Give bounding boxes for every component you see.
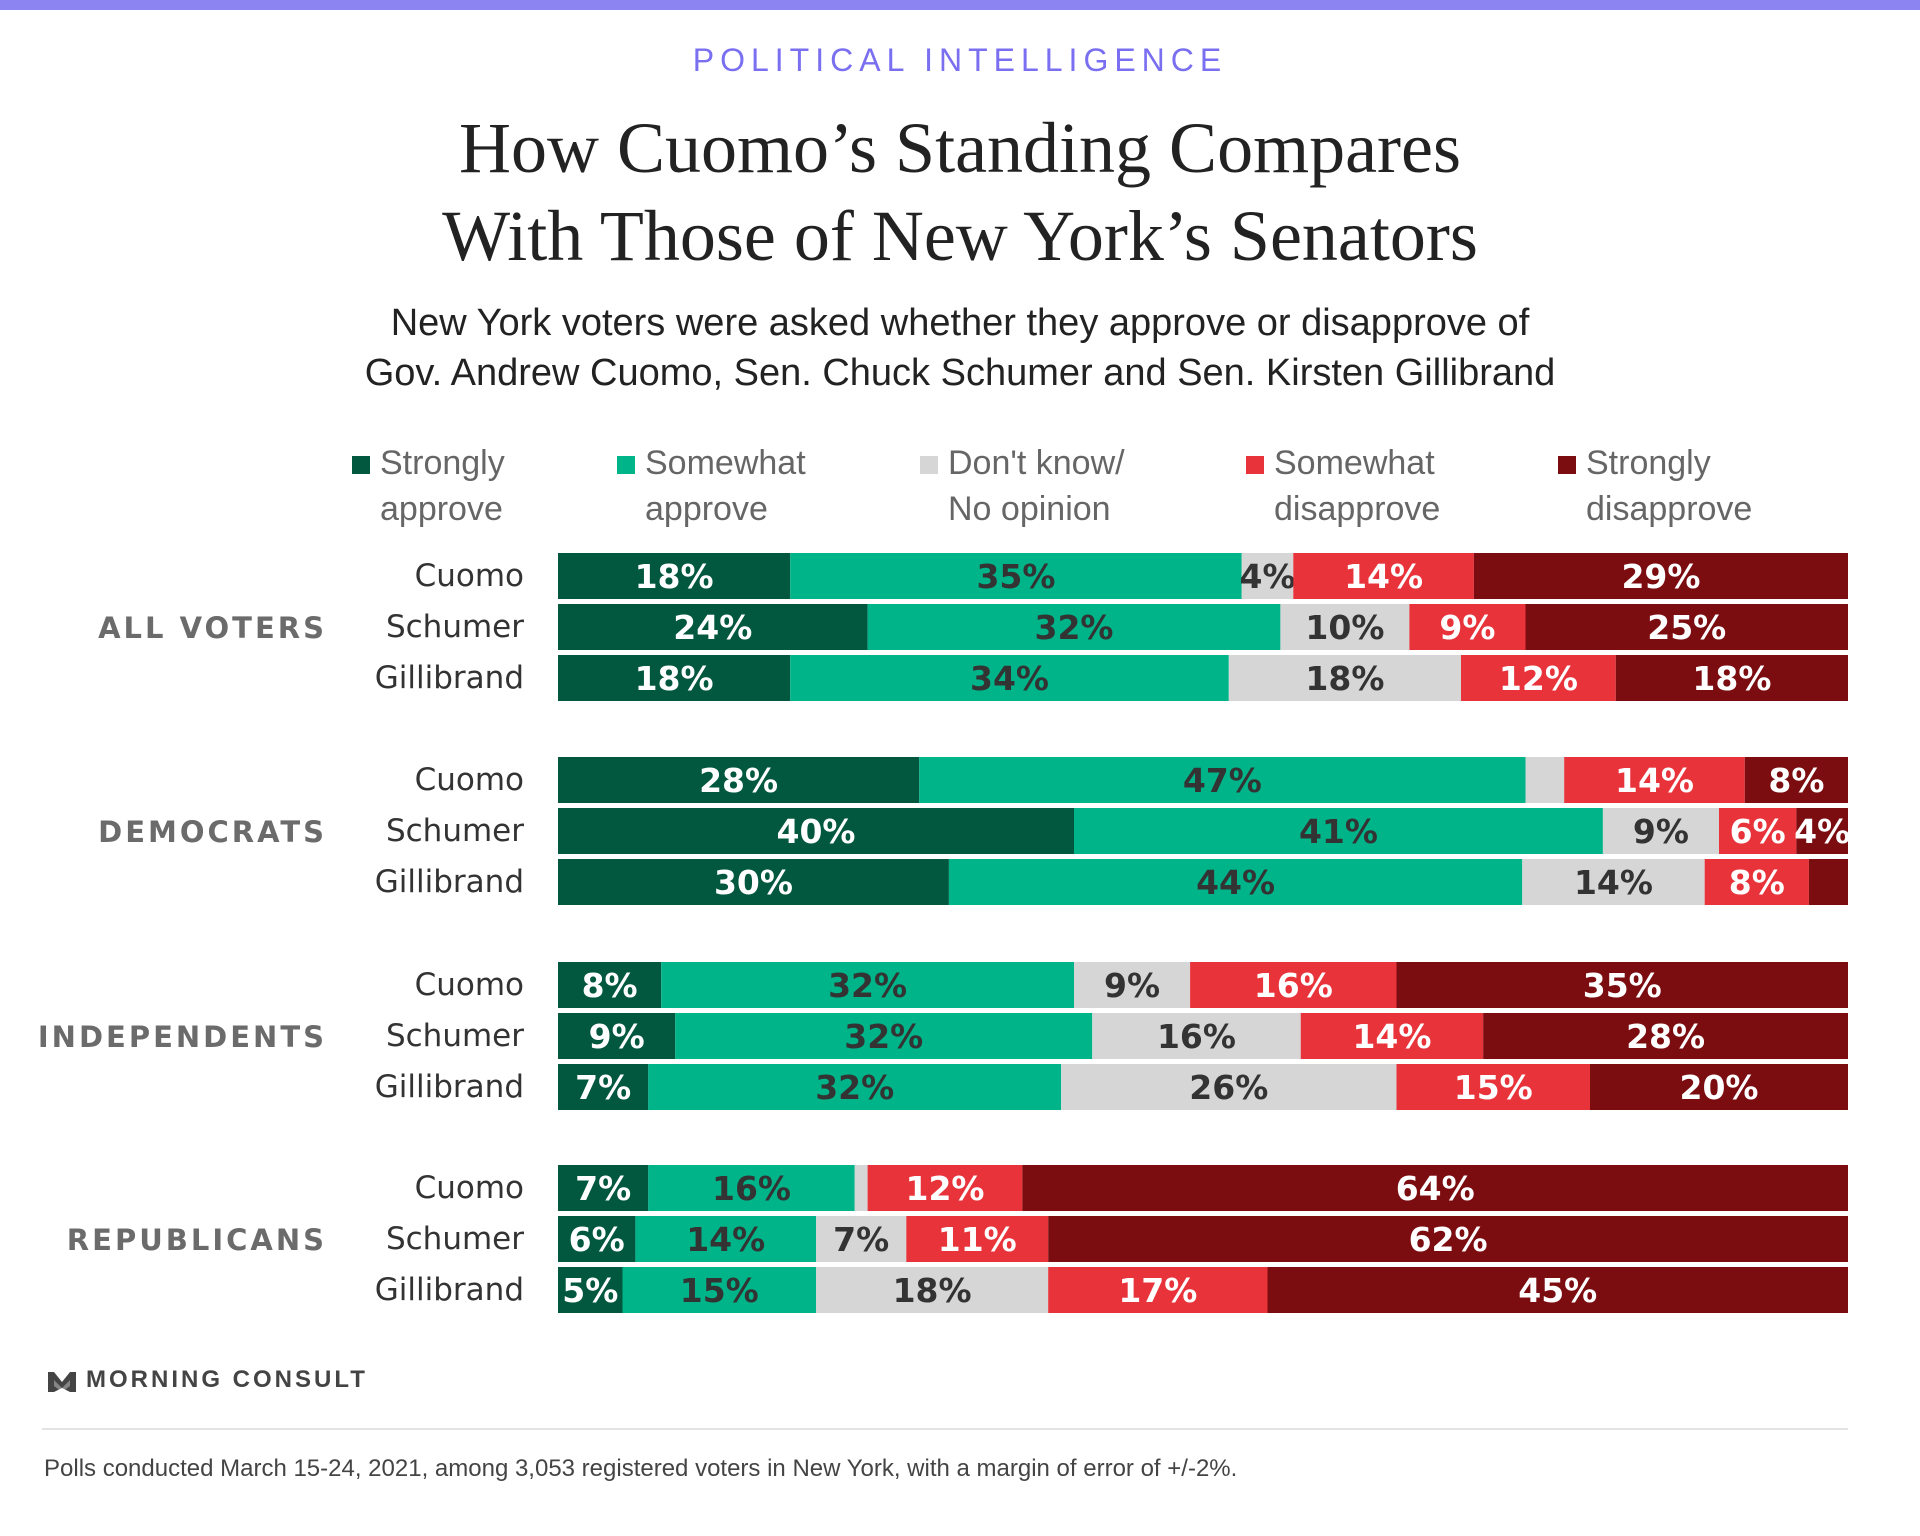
data-label: 11% (938, 1220, 1017, 1259)
data-label: 6% (1730, 812, 1786, 851)
data-label: 16% (1157, 1017, 1236, 1056)
data-label: 10% (1305, 608, 1384, 647)
data-label: 26% (1189, 1068, 1268, 1107)
bar-segment (1809, 859, 1848, 905)
data-label: 18% (1692, 659, 1771, 698)
data-label: 15% (680, 1271, 759, 1310)
data-label: 40% (777, 812, 856, 851)
data-label: 5% (562, 1271, 618, 1310)
data-label: 45% (1518, 1271, 1597, 1310)
data-label: 34% (970, 659, 1049, 698)
data-label: 62% (1409, 1220, 1488, 1259)
data-label: 9% (589, 1017, 645, 1056)
data-label: 28% (1626, 1017, 1705, 1056)
morning-consult-logo-icon (46, 1366, 78, 1398)
data-label: 9% (1104, 966, 1160, 1005)
data-label: 18% (635, 557, 714, 596)
row-label: Schumer (386, 813, 524, 849)
data-label: 9% (1439, 608, 1495, 647)
data-label: 8% (1768, 761, 1824, 800)
row-label: Cuomo (415, 558, 524, 594)
data-label: 17% (1118, 1271, 1197, 1310)
data-label: 12% (1499, 659, 1578, 698)
data-label: 16% (1254, 966, 1333, 1005)
data-label: 8% (1729, 863, 1785, 902)
data-label: 7% (575, 1169, 631, 1208)
data-label: 14% (1344, 557, 1423, 596)
data-label: 30% (714, 863, 793, 902)
footnote: Polls conducted March 15-24, 2021, among… (44, 1455, 1237, 1483)
row-label: Cuomo (415, 1170, 524, 1206)
data-label: 7% (833, 1220, 889, 1259)
data-label: 16% (712, 1169, 791, 1208)
data-label: 64% (1396, 1169, 1475, 1208)
data-label: 28% (699, 761, 778, 800)
data-label: 8% (582, 966, 638, 1005)
footer-divider (42, 1428, 1848, 1430)
data-label: 20% (1680, 1068, 1759, 1107)
row-label: Cuomo (415, 967, 524, 1003)
brand-name: MORNING CONSULT (86, 1366, 368, 1394)
data-label: 18% (1305, 659, 1384, 698)
data-label: 14% (686, 1220, 765, 1259)
row-label: Schumer (386, 1018, 524, 1054)
row-label: Gillibrand (375, 660, 524, 696)
data-label: 7% (575, 1068, 631, 1107)
data-label: 14% (1615, 761, 1694, 800)
data-label: 14% (1352, 1017, 1431, 1056)
group-label: REPUBLICANS (67, 1223, 327, 1257)
data-label: 32% (828, 966, 907, 1005)
row-label: Cuomo (415, 762, 524, 798)
row-label: Schumer (386, 609, 524, 645)
data-label: 35% (976, 557, 1055, 596)
data-label: 4% (1794, 812, 1850, 851)
data-label: 35% (1583, 966, 1662, 1005)
data-label: 9% (1633, 812, 1689, 851)
data-label: 12% (906, 1169, 985, 1208)
row-label: Schumer (386, 1221, 524, 1257)
group-label: ALL VOTERS (98, 611, 327, 645)
data-label: 29% (1621, 557, 1700, 596)
data-label: 25% (1647, 608, 1726, 647)
data-label: 44% (1196, 863, 1275, 902)
data-label: 6% (569, 1220, 625, 1259)
data-label: 14% (1574, 863, 1653, 902)
row-label: Gillibrand (375, 1272, 524, 1308)
bar-segment (855, 1165, 868, 1211)
data-label: 32% (844, 1017, 923, 1056)
data-label: 18% (635, 659, 714, 698)
data-label: 15% (1454, 1068, 1533, 1107)
row-label: Gillibrand (375, 864, 524, 900)
data-label: 47% (1183, 761, 1262, 800)
data-label: 24% (673, 608, 752, 647)
data-label: 41% (1299, 812, 1378, 851)
stacked-bar-chart: ALL VOTERS Cuomo 18% 35% 4% 14% 29% Schumer 24% 3… (0, 0, 1920, 1536)
row-label: Gillibrand (375, 1069, 524, 1105)
data-label: 32% (815, 1068, 894, 1107)
group-label: INDEPENDENTS (38, 1020, 327, 1054)
data-label: 32% (1035, 608, 1114, 647)
group-label: DEMOCRATS (98, 815, 327, 849)
data-label: 18% (893, 1271, 972, 1310)
data-label: 4% (1239, 557, 1295, 596)
bar-segment (1526, 757, 1565, 803)
